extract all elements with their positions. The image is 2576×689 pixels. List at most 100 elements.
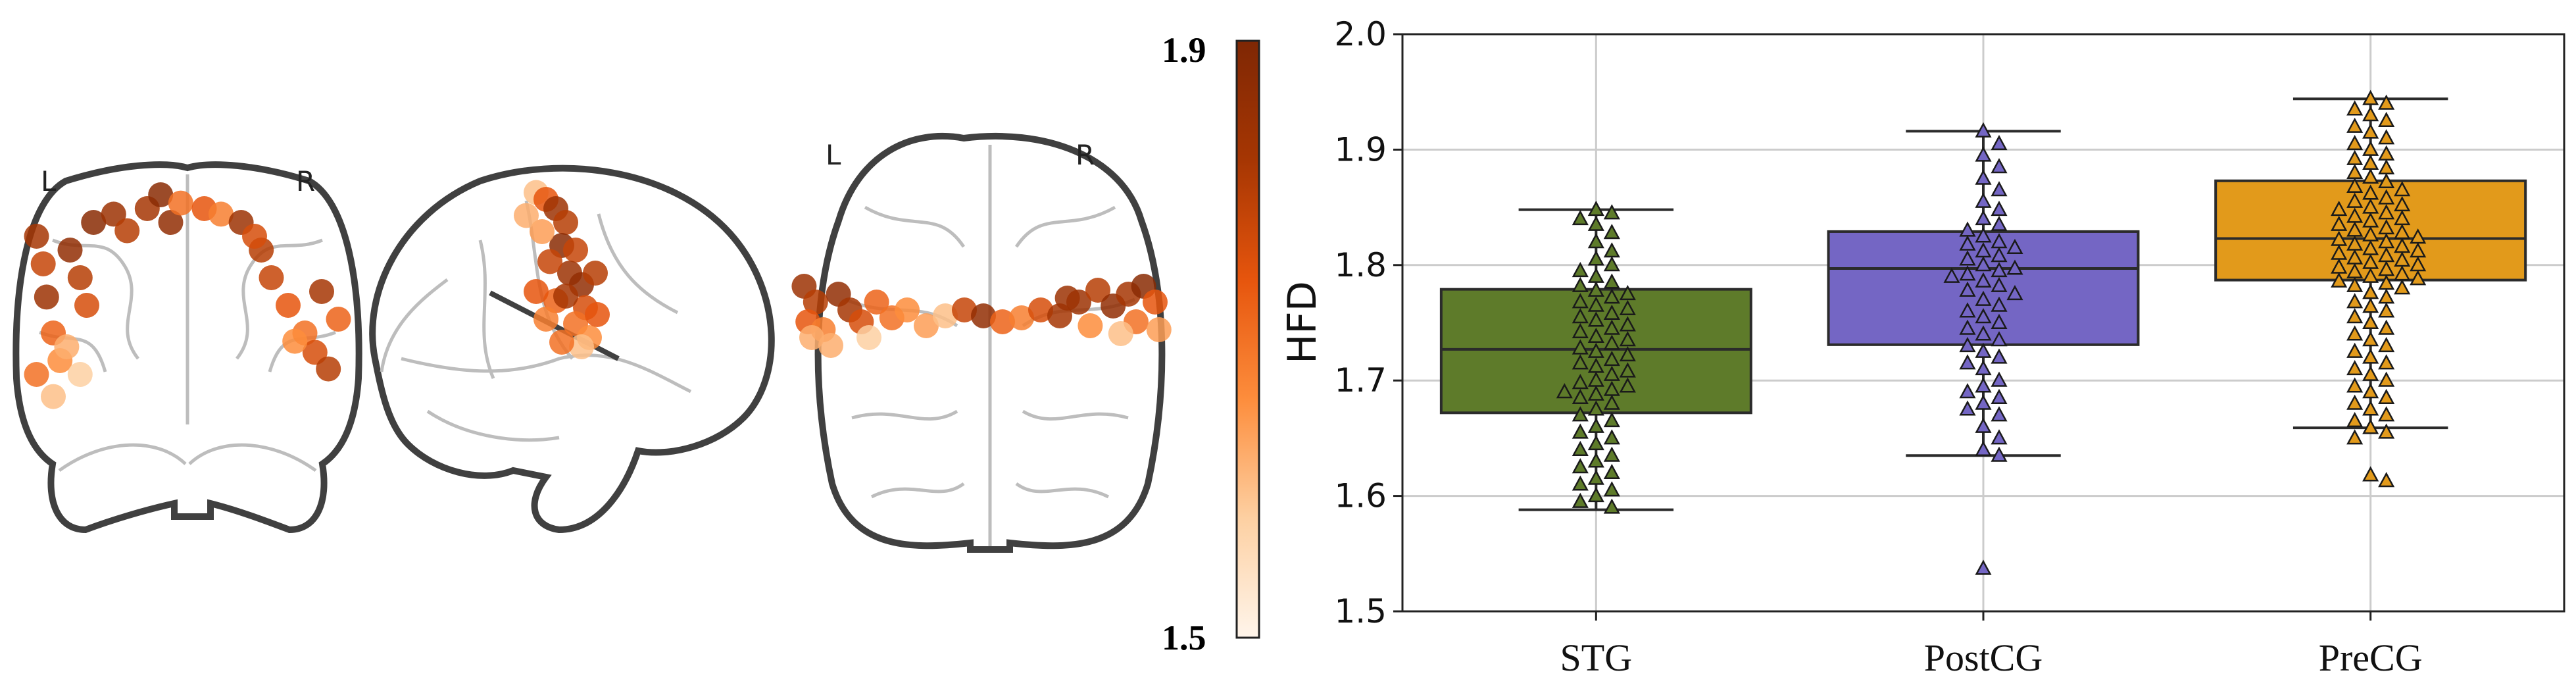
electrode-dot — [952, 297, 977, 322]
data-point — [1603, 351, 1620, 367]
data-point — [1587, 233, 1604, 249]
data-point — [1959, 221, 1976, 237]
data-point — [1619, 345, 1636, 362]
data-point — [1603, 498, 1620, 514]
electrode-dot — [549, 330, 574, 355]
axial-right-label: R — [1076, 139, 1095, 171]
electrode-dot — [24, 362, 49, 387]
electrode-dot — [1054, 286, 1080, 311]
data-point — [1975, 290, 1992, 306]
electrode-dot — [533, 307, 558, 332]
data-point — [1603, 304, 1620, 320]
data-point — [1603, 446, 1620, 462]
data-point — [1619, 285, 1636, 301]
data-point — [1991, 446, 2008, 462]
data-point — [1587, 267, 1604, 283]
data-point — [2346, 308, 2364, 324]
data-point — [1991, 429, 2008, 445]
data-point — [2378, 129, 2395, 145]
colorbar-min-label: 1.5 — [1162, 618, 1206, 657]
data-point — [1991, 313, 2008, 329]
data-point — [1603, 224, 1620, 240]
data-point — [2378, 288, 2395, 304]
data-point — [1619, 362, 1636, 378]
data-point — [1572, 492, 1589, 508]
data-point — [1603, 334, 1620, 350]
data-point — [1603, 204, 1620, 220]
y-tick-label: 1.9 — [1334, 130, 1387, 168]
axial-left-label: L — [826, 139, 841, 171]
data-point — [1572, 293, 1589, 309]
data-point — [1587, 486, 1604, 503]
y-axis-ticks: 1.5 1.6 1.7 1.8 1.9 2.0 — [1334, 15, 1402, 630]
data-point — [1975, 256, 1992, 272]
hfd-boxplot: 1.5 1.6 1.7 1.8 1.9 2.0 STG PostCG PreCG HFD — [1279, 15, 2565, 679]
data-point — [2346, 135, 2364, 151]
data-point — [2362, 383, 2379, 399]
data-point — [2006, 238, 2023, 254]
x-axis-ticks: STG PostCG PreCG — [1560, 611, 2423, 679]
data-point — [1587, 452, 1604, 468]
data-point — [1991, 181, 2008, 197]
data-point — [1991, 388, 2008, 405]
electrode-dot — [1077, 313, 1103, 338]
data-point — [1587, 435, 1604, 451]
data-point — [1572, 423, 1589, 439]
electrode-dot — [74, 293, 99, 318]
data-point — [2346, 293, 2364, 309]
coronal-left-label: L — [41, 165, 57, 197]
electrode-dot — [1143, 290, 1168, 315]
electrode-dot — [530, 219, 555, 244]
data-point — [1975, 272, 1992, 288]
data-point — [2362, 297, 2379, 313]
data-point — [2362, 168, 2379, 184]
y-tick-label: 1.5 — [1334, 592, 1387, 630]
electrode-dot — [41, 384, 66, 409]
data-point — [1975, 308, 1992, 324]
colorbar: 1.9 1.5 — [1162, 30, 1260, 657]
electrode-dot — [1009, 305, 1034, 330]
data-point — [1959, 354, 1976, 370]
x-tick-label: PostCG — [1924, 636, 2043, 679]
electrode-dot — [276, 293, 301, 318]
data-point — [2346, 377, 2364, 393]
data-point — [2378, 319, 2395, 335]
electrode-dot — [209, 201, 234, 227]
data-point — [1991, 296, 2008, 312]
electrode-dot — [971, 303, 996, 328]
data-point — [1959, 265, 1976, 281]
data-point — [2346, 394, 2364, 410]
data-point — [1572, 210, 1589, 226]
electrode-dot — [1108, 321, 1133, 346]
electrode-dot — [514, 203, 539, 228]
electrode-dot — [1146, 317, 1172, 342]
data-point — [2378, 189, 2395, 205]
data-point — [1603, 242, 1620, 258]
electrode-dot — [30, 251, 56, 276]
data-point — [1587, 215, 1604, 231]
data-point — [1572, 308, 1589, 324]
electrode-dot — [34, 284, 59, 310]
electrode-dot — [553, 210, 578, 235]
data-point — [2394, 279, 2411, 295]
data-point — [1572, 261, 1589, 278]
data-point — [2378, 371, 2395, 387]
electrode-dot — [168, 190, 193, 216]
y-tick-label: 1.8 — [1334, 246, 1387, 284]
data-point — [1603, 394, 1620, 410]
electrode-dot — [803, 290, 828, 315]
data-point — [1991, 406, 2008, 422]
data-point — [2346, 100, 2364, 116]
coronal-electrodes — [24, 182, 351, 409]
x-tick-label: STG — [1560, 636, 1633, 679]
data-point — [1572, 475, 1589, 491]
data-point — [1975, 394, 1992, 410]
data-point — [1991, 348, 2008, 364]
coronal-brain-view: L R — [12, 161, 362, 534]
data-point — [2378, 423, 2395, 439]
data-point — [2006, 285, 2023, 301]
data-point — [2331, 215, 2348, 231]
data-point — [2362, 284, 2379, 299]
electrode-dot — [101, 201, 126, 227]
